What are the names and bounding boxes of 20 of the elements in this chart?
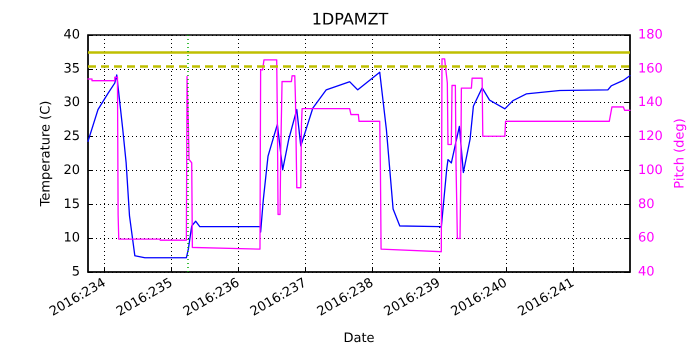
y2-tick-label: 100 [638,162,663,178]
y2-tick-label: 180 [638,28,663,42]
y-tick-label: 40 [63,28,80,42]
y2-tick-label: 160 [638,61,663,76]
y2-axis-title: Pitch (deg) [672,118,688,189]
y-axis-title: Temperature (C) [38,100,54,208]
y2-tick-label: 120 [638,129,663,144]
y2-tick-label: 40 [638,264,655,280]
y2-tick-label: 60 [638,230,655,246]
y-tick-label: 25 [63,129,80,144]
y-tick-label: 30 [63,95,80,110]
y2-tick-label: 80 [638,196,655,212]
y-tick-label: 15 [63,196,80,212]
y-tick-label: 10 [63,230,80,246]
x-axis-title: Date [343,331,375,346]
y2-tick-label: 140 [638,95,663,110]
y-tick-label: 5 [72,264,80,280]
y-tick-label: 35 [63,61,80,76]
chart-title: 1DPAMZT [312,10,389,28]
y-tick-label: 20 [63,162,80,178]
